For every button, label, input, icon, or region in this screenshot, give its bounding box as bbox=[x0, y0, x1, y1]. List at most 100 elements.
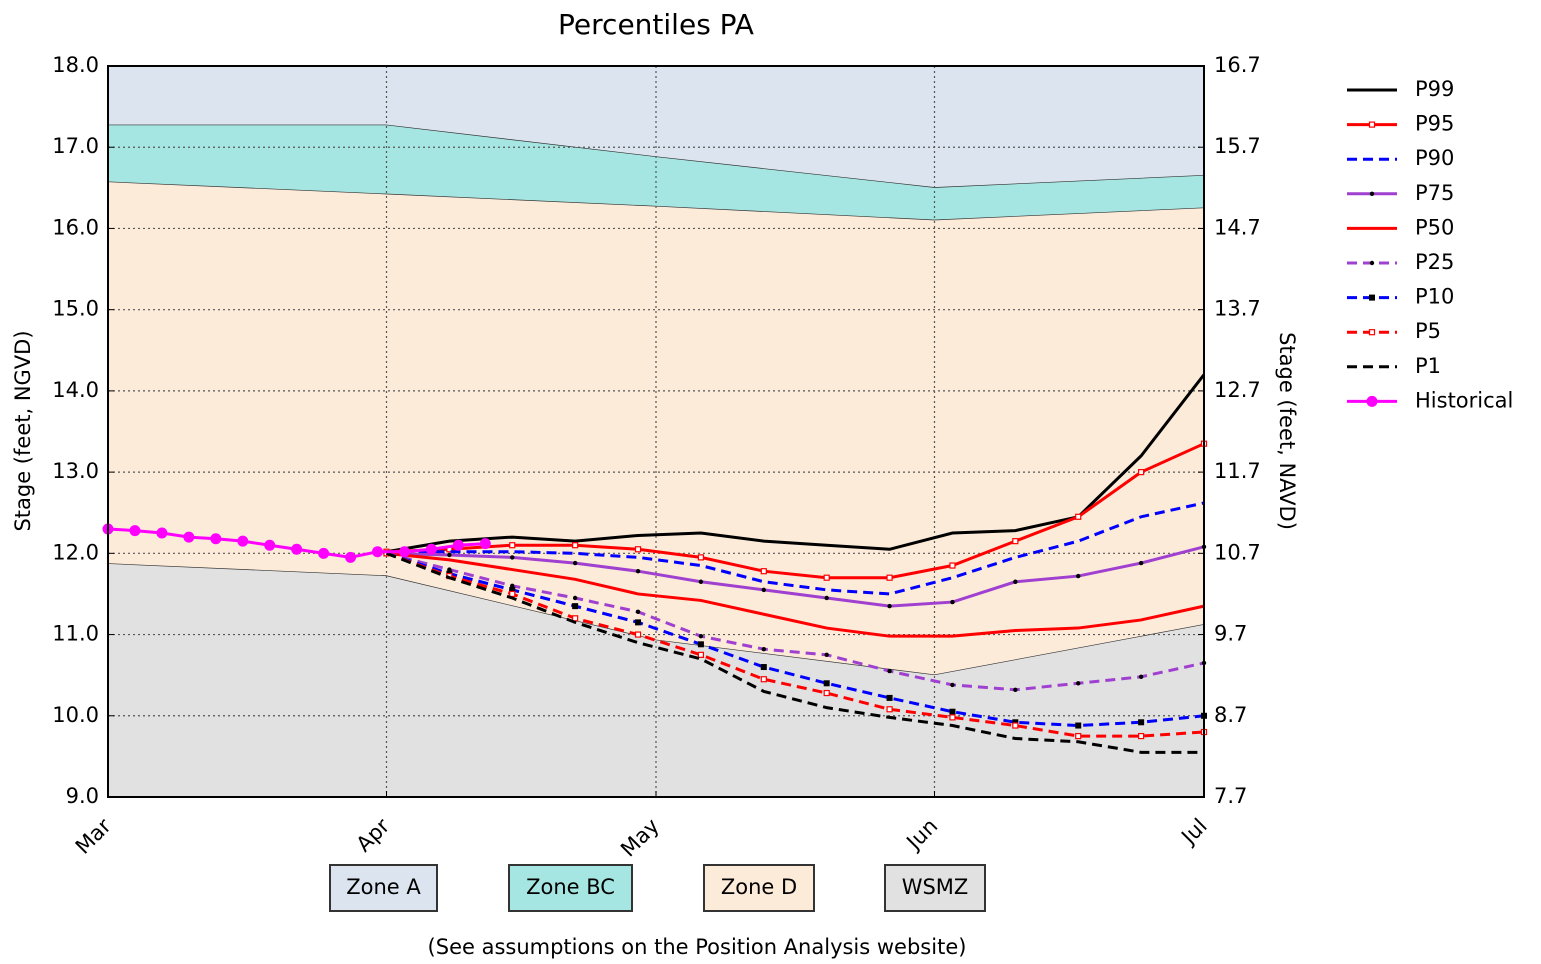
marker bbox=[1076, 681, 1081, 686]
y2-tick-label: 12.7 bbox=[1214, 378, 1261, 402]
marker bbox=[635, 609, 641, 615]
y-tick-label: 18.0 bbox=[52, 53, 99, 77]
marker bbox=[129, 525, 141, 537]
marker bbox=[886, 706, 893, 713]
marker bbox=[761, 587, 767, 593]
legend-label: P5 bbox=[1415, 319, 1441, 343]
marker bbox=[509, 586, 516, 593]
marker bbox=[572, 560, 578, 566]
marker bbox=[634, 546, 642, 553]
marker bbox=[183, 531, 195, 543]
marker bbox=[210, 533, 222, 545]
marker bbox=[698, 579, 704, 584]
marker bbox=[887, 668, 892, 674]
marker bbox=[425, 543, 437, 555]
legend-label: P1 bbox=[1415, 354, 1441, 378]
legend-label: P99 bbox=[1415, 77, 1454, 101]
zone-legend-box bbox=[329, 864, 438, 912]
footnote: (See assumptions on the Position Analysi… bbox=[428, 935, 967, 959]
marker bbox=[572, 603, 579, 610]
zone-area bbox=[108, 563, 1204, 797]
marker bbox=[886, 694, 893, 701]
marker bbox=[1368, 329, 1376, 336]
marker bbox=[824, 652, 829, 658]
x-tick-label: Jul bbox=[1175, 814, 1211, 850]
marker bbox=[1013, 687, 1018, 692]
marker bbox=[1012, 719, 1019, 726]
marker bbox=[760, 676, 767, 683]
marker bbox=[291, 543, 303, 555]
marker bbox=[824, 595, 829, 601]
legend-label: P50 bbox=[1415, 215, 1454, 239]
marker bbox=[1013, 579, 1018, 584]
y2-tick-label: 11.7 bbox=[1214, 459, 1261, 483]
marker bbox=[1366, 395, 1378, 407]
marker bbox=[950, 599, 955, 605]
marker bbox=[697, 651, 705, 658]
plot-frame bbox=[107, 65, 1205, 798]
marker bbox=[452, 539, 464, 551]
y-tick-label: 16.0 bbox=[52, 215, 99, 239]
marker bbox=[510, 555, 515, 560]
marker bbox=[823, 680, 830, 687]
series-line bbox=[386, 551, 1205, 728]
marker bbox=[1075, 732, 1082, 740]
legend-label: P10 bbox=[1415, 285, 1454, 309]
y2-tick-label: 7.7 bbox=[1214, 784, 1247, 808]
marker bbox=[635, 569, 641, 574]
marker bbox=[1075, 722, 1082, 729]
y2-tick-label: 10.7 bbox=[1214, 540, 1261, 564]
zone-legend-label: Zone BC bbox=[526, 875, 615, 899]
zone-legend-label: WSMZ bbox=[902, 875, 969, 899]
marker bbox=[823, 689, 830, 697]
marker bbox=[1075, 513, 1082, 520]
x-tick-label: Apr bbox=[352, 814, 395, 857]
marker bbox=[950, 682, 955, 688]
x-tick-label: Mar bbox=[71, 814, 116, 859]
marker bbox=[447, 552, 452, 558]
zone-legend-label: Zone A bbox=[346, 875, 421, 899]
marker bbox=[1138, 674, 1144, 679]
marker bbox=[949, 714, 956, 721]
marker bbox=[760, 664, 767, 671]
zone-legend-box bbox=[884, 864, 986, 912]
marker bbox=[372, 546, 384, 558]
marker bbox=[887, 603, 892, 609]
y-tick-label: 10.0 bbox=[52, 703, 99, 727]
marker bbox=[156, 527, 168, 539]
y-tick-label: 15.0 bbox=[52, 297, 99, 321]
x-tick-label: Jun bbox=[901, 814, 943, 856]
y-axis-label: Stage (feet, NGVD) bbox=[11, 330, 35, 531]
marker bbox=[635, 619, 642, 626]
marker bbox=[572, 595, 578, 601]
marker bbox=[634, 631, 642, 638]
marker bbox=[1076, 573, 1081, 579]
series-line bbox=[385, 551, 1204, 754]
marker bbox=[572, 615, 579, 622]
y-tick-label: 9.0 bbox=[66, 784, 99, 808]
marker bbox=[949, 708, 956, 715]
marker bbox=[1138, 560, 1144, 566]
x-tick-label: May bbox=[616, 814, 664, 862]
marker bbox=[1138, 732, 1145, 740]
marker bbox=[1369, 260, 1375, 266]
marker bbox=[1369, 294, 1375, 301]
marker bbox=[760, 568, 767, 575]
marker bbox=[509, 542, 516, 549]
zone-legend-box bbox=[703, 864, 815, 912]
y2-tick-label: 8.7 bbox=[1214, 703, 1247, 727]
y-tick-label: 13.0 bbox=[52, 459, 99, 483]
y2-tick-label: 13.7 bbox=[1214, 297, 1261, 321]
series-line bbox=[386, 551, 1205, 638]
marker bbox=[949, 562, 956, 569]
y-tick-label: 12.0 bbox=[52, 540, 99, 564]
chart-title: Percentiles PA bbox=[558, 8, 754, 41]
legend-label: P75 bbox=[1415, 181, 1454, 205]
y2-tick-label: 9.7 bbox=[1214, 622, 1247, 646]
marker bbox=[237, 535, 249, 547]
series-line bbox=[386, 373, 1206, 554]
zone-legend-box bbox=[508, 864, 633, 912]
marker bbox=[697, 641, 704, 648]
y2-tick-label: 16.7 bbox=[1214, 53, 1261, 77]
